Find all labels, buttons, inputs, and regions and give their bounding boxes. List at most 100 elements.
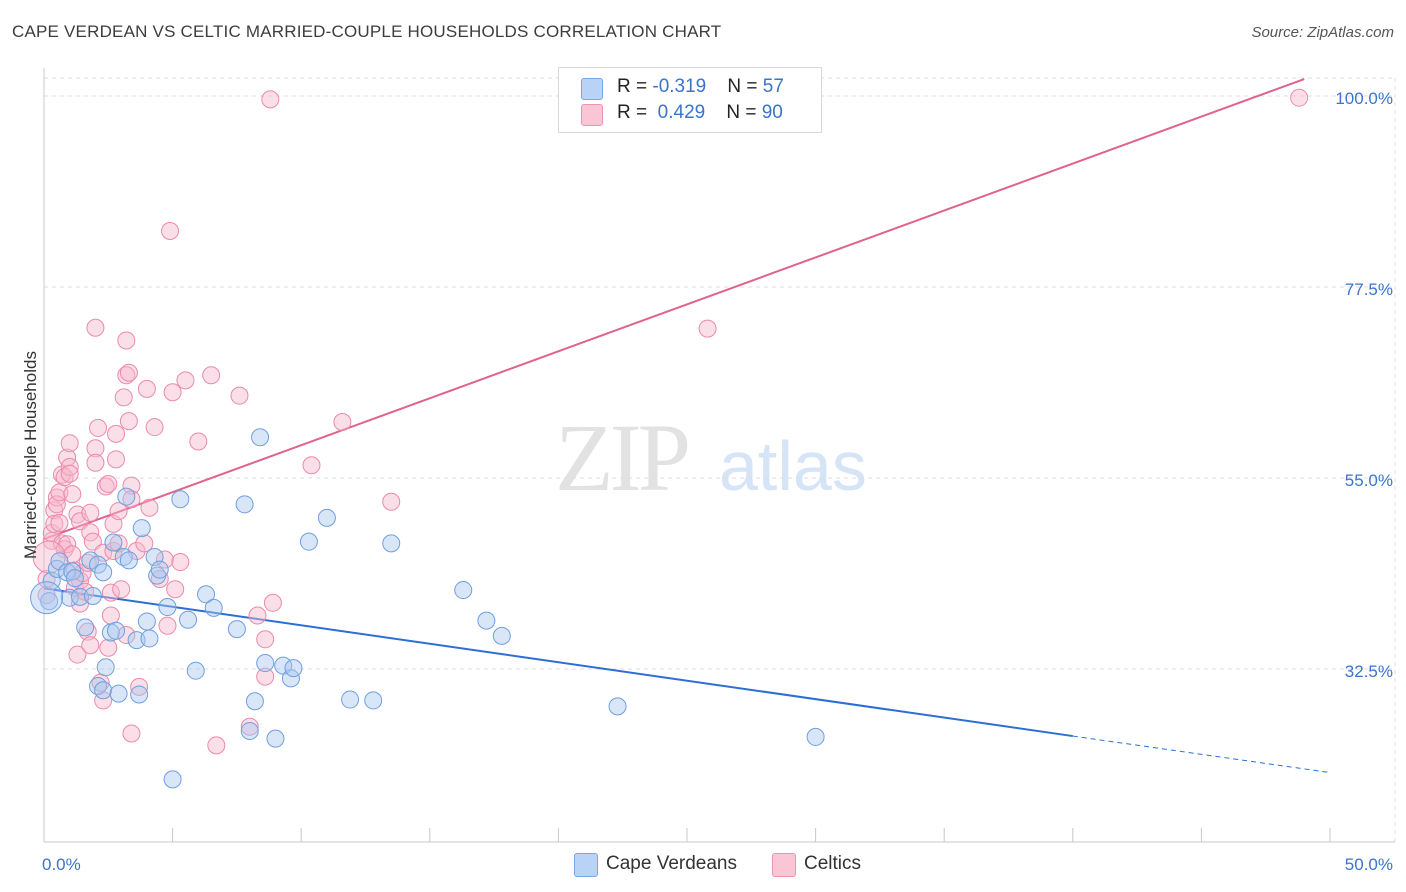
cape-verdeans-trend-extension: [1072, 735, 1331, 774]
watermark-atlas: atlas: [719, 427, 867, 505]
cape-verdeans-point: [94, 681, 113, 700]
celtics-point: [263, 593, 282, 612]
celtics-point: [158, 616, 177, 635]
cape-verdeans-point: [114, 547, 133, 566]
celtics-point: [117, 626, 136, 645]
cape-verdeans-point: [492, 626, 511, 645]
cape-verdeans-trend-line: [43, 587, 1073, 738]
cape-verdeans-point: [76, 618, 95, 637]
celtics-point: [101, 606, 120, 625]
cape-verdeans-point: [240, 721, 259, 740]
cape-verdeans-point: [245, 692, 264, 711]
celtics-point: [45, 514, 64, 533]
cape-verdeans-point: [119, 551, 138, 570]
cape-verdeans-point: [299, 532, 318, 551]
celtics-point: [256, 630, 275, 649]
y-tick-label: 100.0%: [1335, 89, 1393, 108]
cape-verdeans-point: [317, 508, 336, 527]
cape-verdeans-point: [132, 519, 151, 538]
cape-verdeans-point: [60, 588, 79, 607]
legend-label: Celtics: [804, 853, 862, 874]
cape-verdeans-point: [806, 727, 825, 746]
celtics-point: [86, 439, 105, 458]
celtics-point: [698, 319, 717, 338]
celtics-point: [261, 90, 280, 109]
axes: [43, 68, 1395, 843]
cape-verdeans-point: [140, 629, 159, 648]
celtics-point: [122, 724, 141, 743]
celtics-point: [99, 474, 118, 493]
blue-swatch: [574, 853, 598, 877]
pink-swatch: [581, 104, 603, 126]
celtics-point: [47, 495, 66, 514]
source-credit: Source: ZipAtlas.com: [1251, 24, 1394, 41]
cape-verdeans-point: [63, 562, 82, 581]
cape-verdeans-points: [30, 428, 825, 789]
celtics-point: [171, 553, 190, 572]
celtics-point: [137, 379, 156, 398]
celtics-point: [107, 450, 126, 469]
r-value: 0.429: [657, 102, 706, 123]
celtics-point: [117, 331, 136, 350]
cape-verdeans-point: [227, 620, 246, 639]
celtics-point: [112, 580, 131, 599]
celtics-point: [47, 488, 66, 507]
n-value: 57: [762, 76, 784, 97]
cape-verdeans-point: [137, 612, 156, 631]
celtics-point: [109, 534, 128, 553]
celtics-point: [83, 532, 102, 551]
celtics-point: [60, 457, 79, 476]
celtics-point: [382, 492, 401, 511]
celtics-trend-line: [43, 78, 1305, 541]
cape-verdeans-point: [179, 610, 198, 629]
correlation-legend: R = -0.319 N = 57 R = 0.429 N = 90: [558, 67, 822, 133]
celtics-point: [176, 371, 195, 390]
cape-verdeans-point: [341, 690, 360, 709]
celtics-point: [86, 453, 105, 472]
celtics-point: [99, 638, 118, 657]
celtics-point: [68, 645, 87, 664]
cape-verdeans-point: [117, 487, 136, 506]
cape-verdeans-point-large: [30, 581, 64, 615]
celtics-points: [32, 88, 1309, 755]
celtics-point: [150, 570, 169, 589]
celtics-point: [101, 583, 120, 602]
y-tick-label: 77.5%: [1345, 280, 1393, 299]
celtics-point: [89, 418, 108, 437]
blue-swatch: [581, 78, 603, 100]
n-value: 90: [761, 102, 783, 123]
celtics-point: [122, 490, 141, 509]
celtics-point: [145, 418, 164, 437]
cape-verdeans-point: [256, 654, 275, 673]
cape-verdeans-point: [96, 658, 115, 677]
chart-title: CAPE VERDEAN VS CELTIC MARRIED-COUPLE HO…: [12, 22, 722, 41]
cape-verdeans-point: [158, 598, 177, 617]
celtics-point: [140, 498, 159, 517]
x-tick-label: 50.0%: [1345, 855, 1393, 874]
n-label: N =: [727, 76, 763, 97]
watermark-zip: ZIP: [555, 404, 688, 511]
celtics-point: [207, 736, 226, 755]
r-label: R =: [617, 102, 653, 123]
celtics-point: [189, 432, 208, 451]
pink-swatch: [772, 853, 796, 877]
cape-verdeans-point: [477, 611, 496, 630]
celtics-point: [166, 580, 185, 599]
celtics-point: [117, 366, 136, 385]
cape-verdeans-point: [204, 598, 223, 617]
r-label: R =: [617, 76, 653, 97]
cape-verdeans-point: [109, 684, 128, 703]
cape-verdeans-point: [266, 729, 285, 748]
celtics-point: [63, 485, 82, 504]
celtics-point: [122, 476, 141, 495]
celtics-point: [50, 513, 69, 532]
celtics-point: [55, 468, 74, 487]
r-value: -0.319: [652, 76, 707, 97]
celtics-point: [60, 434, 79, 453]
cape-verdeans-point: [150, 560, 169, 579]
celtics-point: [161, 221, 180, 240]
celtics-point: [202, 366, 221, 385]
cape-verdeans-point: [197, 585, 216, 604]
legend-label: Cape Verdeans: [606, 853, 737, 874]
tick-labels: 32.5% 55.0% 77.5% 100.0% 0.0% 50.0%: [42, 89, 1393, 874]
